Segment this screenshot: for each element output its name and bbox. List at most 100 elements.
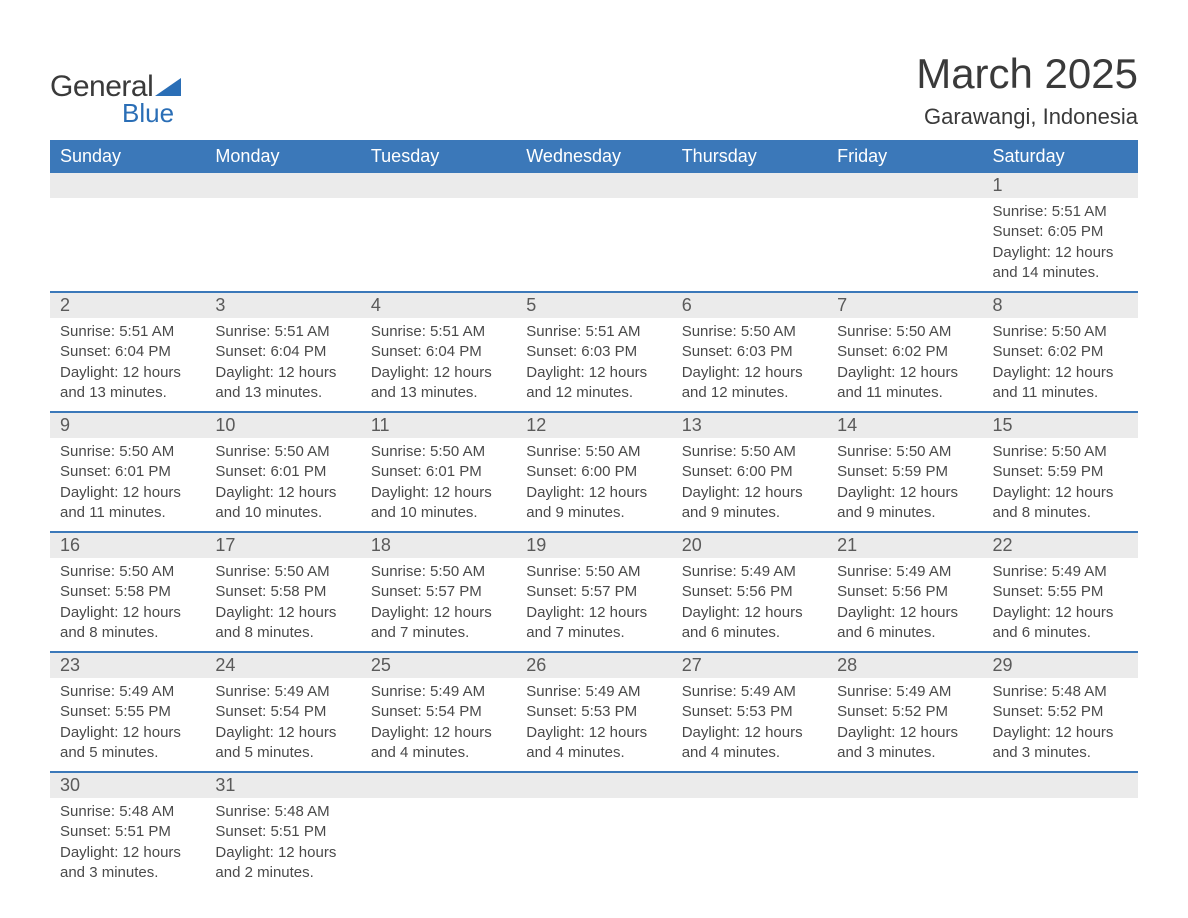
day-content-cell: Sunrise: 5:50 AMSunset: 6:00 PMDaylight:… — [672, 438, 827, 532]
day-number-cell — [205, 173, 360, 198]
sunset-line: Sunset: 5:59 PM — [837, 462, 972, 482]
day-content-cell: Sunrise: 5:51 AMSunset: 6:04 PMDaylight:… — [50, 318, 205, 412]
day-content-cell: Sunrise: 5:50 AMSunset: 5:57 PMDaylight:… — [516, 558, 671, 652]
day-content-row: Sunrise: 5:51 AMSunset: 6:04 PMDaylight:… — [50, 318, 1138, 412]
sunset-line: Sunset: 5:57 PM — [371, 582, 506, 602]
sunset-line: Sunset: 5:55 PM — [993, 582, 1128, 602]
day-number-cell: 13 — [672, 412, 827, 438]
day-number-cell: 15 — [983, 412, 1138, 438]
day-number-cell: 20 — [672, 532, 827, 558]
daylight-line: Daylight: 12 hours and 12 minutes. — [526, 363, 661, 404]
day-number-cell: 6 — [672, 292, 827, 318]
sunrise-line: Sunrise: 5:50 AM — [837, 322, 972, 342]
day-number-cell: 30 — [50, 772, 205, 798]
day-content-cell: Sunrise: 5:50 AMSunset: 6:03 PMDaylight:… — [672, 318, 827, 412]
daylight-line: Daylight: 12 hours and 11 minutes. — [993, 363, 1128, 404]
weekday-header: Sunday — [50, 140, 205, 173]
day-number-cell: 4 — [361, 292, 516, 318]
day-number-cell — [50, 173, 205, 198]
sunrise-line: Sunrise: 5:48 AM — [60, 802, 195, 822]
day-content-row: Sunrise: 5:49 AMSunset: 5:55 PMDaylight:… — [50, 678, 1138, 772]
day-content-cell: Sunrise: 5:50 AMSunset: 6:01 PMDaylight:… — [205, 438, 360, 532]
day-number-cell: 17 — [205, 532, 360, 558]
day-content-cell: Sunrise: 5:50 AMSunset: 5:58 PMDaylight:… — [50, 558, 205, 652]
sunrise-line: Sunrise: 5:50 AM — [371, 562, 506, 582]
day-content-cell — [983, 798, 1138, 891]
daylight-line: Daylight: 12 hours and 4 minutes. — [371, 723, 506, 764]
day-number-cell: 3 — [205, 292, 360, 318]
daylight-line: Daylight: 12 hours and 9 minutes. — [526, 483, 661, 524]
sunset-line: Sunset: 6:04 PM — [371, 342, 506, 362]
day-content-cell: Sunrise: 5:48 AMSunset: 5:52 PMDaylight:… — [983, 678, 1138, 772]
day-content-cell — [205, 198, 360, 292]
sunset-line: Sunset: 6:03 PM — [682, 342, 817, 362]
sunrise-line: Sunrise: 5:49 AM — [371, 682, 506, 702]
sunset-line: Sunset: 6:01 PM — [371, 462, 506, 482]
daylight-line: Daylight: 12 hours and 7 minutes. — [371, 603, 506, 644]
sunset-line: Sunset: 5:58 PM — [215, 582, 350, 602]
sunset-line: Sunset: 5:54 PM — [371, 702, 506, 722]
day-content-row: Sunrise: 5:50 AMSunset: 5:58 PMDaylight:… — [50, 558, 1138, 652]
day-number-cell: 12 — [516, 412, 671, 438]
day-number-row: 3031 — [50, 772, 1138, 798]
day-content-cell — [672, 798, 827, 891]
sunrise-line: Sunrise: 5:49 AM — [526, 682, 661, 702]
sunset-line: Sunset: 6:02 PM — [837, 342, 972, 362]
daylight-line: Daylight: 12 hours and 11 minutes. — [837, 363, 972, 404]
day-content-cell — [827, 198, 982, 292]
sunset-line: Sunset: 6:00 PM — [682, 462, 817, 482]
day-content-cell: Sunrise: 5:49 AMSunset: 5:52 PMDaylight:… — [827, 678, 982, 772]
day-number-cell: 18 — [361, 532, 516, 558]
sunset-line: Sunset: 5:52 PM — [837, 702, 972, 722]
daylight-line: Daylight: 12 hours and 10 minutes. — [215, 483, 350, 524]
weekday-header: Friday — [827, 140, 982, 173]
daylight-line: Daylight: 12 hours and 8 minutes. — [60, 603, 195, 644]
sunrise-line: Sunrise: 5:50 AM — [526, 562, 661, 582]
sunset-line: Sunset: 6:02 PM — [993, 342, 1128, 362]
day-content-cell — [672, 198, 827, 292]
daylight-line: Daylight: 12 hours and 6 minutes. — [993, 603, 1128, 644]
daylight-line: Daylight: 12 hours and 12 minutes. — [682, 363, 817, 404]
sunset-line: Sunset: 5:53 PM — [682, 702, 817, 722]
sunrise-line: Sunrise: 5:51 AM — [60, 322, 195, 342]
sunrise-line: Sunrise: 5:50 AM — [60, 442, 195, 462]
daylight-line: Daylight: 12 hours and 4 minutes. — [682, 723, 817, 764]
day-content-cell: Sunrise: 5:50 AMSunset: 6:00 PMDaylight:… — [516, 438, 671, 532]
daylight-line: Daylight: 12 hours and 9 minutes. — [682, 483, 817, 524]
day-number-cell: 19 — [516, 532, 671, 558]
sunset-line: Sunset: 6:04 PM — [215, 342, 350, 362]
day-number-cell — [361, 173, 516, 198]
sunrise-line: Sunrise: 5:51 AM — [371, 322, 506, 342]
day-number-cell: 11 — [361, 412, 516, 438]
page: General Blue March 2025 Garawangi, Indon… — [50, 50, 1138, 891]
sunrise-line: Sunrise: 5:50 AM — [215, 562, 350, 582]
day-content-cell — [516, 798, 671, 891]
month-title: March 2025 — [916, 50, 1138, 98]
daylight-line: Daylight: 12 hours and 13 minutes. — [60, 363, 195, 404]
day-number-cell — [827, 173, 982, 198]
sunrise-line: Sunrise: 5:49 AM — [682, 682, 817, 702]
day-content-cell — [361, 798, 516, 891]
sunrise-line: Sunrise: 5:50 AM — [526, 442, 661, 462]
day-content-cell: Sunrise: 5:50 AMSunset: 6:02 PMDaylight:… — [983, 318, 1138, 412]
logo-triangle-icon — [155, 78, 181, 96]
sunrise-line: Sunrise: 5:49 AM — [682, 562, 817, 582]
daylight-line: Daylight: 12 hours and 5 minutes. — [60, 723, 195, 764]
sunset-line: Sunset: 5:51 PM — [215, 822, 350, 842]
day-content-cell — [50, 198, 205, 292]
sunset-line: Sunset: 5:52 PM — [993, 702, 1128, 722]
daylight-line: Daylight: 12 hours and 13 minutes. — [215, 363, 350, 404]
day-number-row: 2345678 — [50, 292, 1138, 318]
day-content-cell — [361, 198, 516, 292]
sunrise-line: Sunrise: 5:49 AM — [215, 682, 350, 702]
day-number-cell: 26 — [516, 652, 671, 678]
sunrise-line: Sunrise: 5:50 AM — [837, 442, 972, 462]
logo-text-blue: Blue — [122, 98, 174, 129]
day-content-cell: Sunrise: 5:51 AMSunset: 6:05 PMDaylight:… — [983, 198, 1138, 292]
sunrise-line: Sunrise: 5:50 AM — [60, 562, 195, 582]
weekday-header-row: Sunday Monday Tuesday Wednesday Thursday… — [50, 140, 1138, 173]
daylight-line: Daylight: 12 hours and 13 minutes. — [371, 363, 506, 404]
daylight-line: Daylight: 12 hours and 8 minutes. — [215, 603, 350, 644]
sunset-line: Sunset: 6:04 PM — [60, 342, 195, 362]
daylight-line: Daylight: 12 hours and 7 minutes. — [526, 603, 661, 644]
